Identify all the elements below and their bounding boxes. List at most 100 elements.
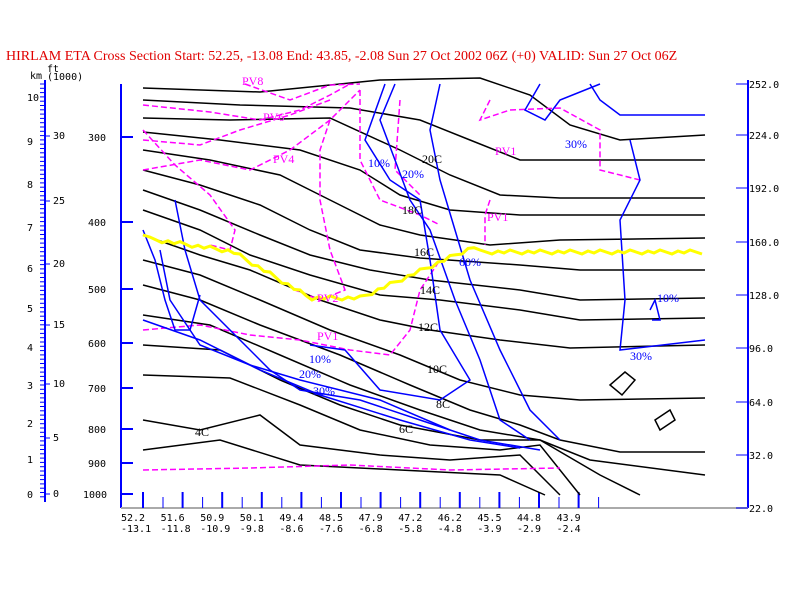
labels: 20C 18C 16C 14C 12C 10C 8C 6C 4C PV8 PV6 PV4 PV1 PV1 P… <box>195 74 679 439</box>
isotherm-label: 16C <box>414 245 434 259</box>
rh-line <box>429 83 561 441</box>
pressure-tick-label: 900 <box>88 459 106 470</box>
pv-label: PV8 <box>242 74 263 88</box>
right-tick-label: 32.0 <box>749 451 773 462</box>
rh-label: 10% <box>309 352 331 366</box>
rh-label: 30% <box>630 349 652 363</box>
lon-tick-label: -8.6 <box>279 524 303 535</box>
km-tick-label: 1 <box>27 455 33 466</box>
lat-tick-label: 49.4 <box>279 513 303 524</box>
pv-label: PV2 <box>317 291 338 305</box>
ft-tick-label: 10 <box>53 379 65 390</box>
ft-tick-label: 30 <box>53 131 65 142</box>
right-tick-label: 160.0 <box>749 238 779 249</box>
pv-dashed-line <box>142 89 361 171</box>
lon-tick-label: -2.4 <box>557 524 581 535</box>
pv-dashed-line <box>394 99 421 196</box>
ft-tick-label: 15 <box>53 320 65 331</box>
isotherm-line <box>142 259 706 401</box>
isotherm-line <box>142 77 706 141</box>
pv-label: PV1 <box>487 210 508 224</box>
lat-tick-label: 44.8 <box>517 513 541 524</box>
isotherm-label: 4C <box>195 425 209 439</box>
pv-dashed-line <box>142 259 441 356</box>
pv-dashed-line <box>142 464 561 471</box>
pv-label: PV4 <box>273 152 294 166</box>
ft-tick-label: 0 <box>53 489 59 500</box>
pv-label: PV6 <box>263 110 284 124</box>
lat-tick-label: 52.2 <box>121 513 145 524</box>
rh-label: 20% <box>402 167 424 181</box>
km-tick-label: 4 <box>27 343 33 354</box>
right-tick-label: 128.0 <box>749 291 779 302</box>
lat-tick-label: 50.1 <box>240 513 264 524</box>
rh-label: 30% <box>565 137 587 151</box>
km-tick-label: 5 <box>27 304 33 315</box>
rh-line <box>309 83 472 401</box>
lon-tick-label: -5.8 <box>398 524 422 535</box>
contours <box>142 77 706 496</box>
isotherm-line <box>142 374 581 496</box>
rh-line <box>589 83 705 116</box>
km-tick-label: 2 <box>27 419 33 430</box>
lat-tick-label: 48.5 <box>319 513 343 524</box>
lon-tick-label: -9.8 <box>240 524 264 535</box>
right-tick-label: 192.0 <box>749 184 779 195</box>
pv-dashed-line <box>478 99 641 181</box>
ft-axis-sublabel: (1000) <box>47 72 83 83</box>
pv-label: PV1 <box>317 329 338 343</box>
isotherm-line <box>142 234 706 349</box>
isotherm-line <box>142 117 705 199</box>
pressure-tick-label: 600 <box>88 339 106 350</box>
rh-label: 30% <box>313 384 335 398</box>
isotherm-line <box>142 344 641 496</box>
chart-title: HIRLAM ETA Cross Section Start: 52.25, -… <box>6 49 678 64</box>
pv-dashed-line <box>359 90 441 226</box>
pv-label: PV1 <box>495 144 516 158</box>
km-axis-label: km <box>30 71 42 82</box>
isotherm-line <box>142 439 546 496</box>
yellow-level-line <box>142 233 703 302</box>
isotherm-label: 6C <box>399 422 413 436</box>
isotherm-label: 14C <box>420 283 440 297</box>
lon-tick-label: -3.9 <box>477 524 501 535</box>
lon-tick-label: -6.8 <box>359 524 383 535</box>
isotherm-label: 12C <box>418 320 438 334</box>
ft-tick-label: 20 <box>53 259 65 270</box>
rh-label: 20% <box>299 367 321 381</box>
pv-dashed-line <box>484 199 491 245</box>
rh-line <box>379 83 531 441</box>
isotherm-closed-contour <box>608 371 637 397</box>
km-tick-label: 8 <box>27 180 33 191</box>
lon-tick-label: -11.8 <box>161 524 191 535</box>
isotherm-line <box>142 169 705 271</box>
rh-line <box>523 83 601 121</box>
km-tick-label: 10 <box>27 93 39 104</box>
pv-dashed-line <box>142 99 331 146</box>
lat-tick-label: 46.2 <box>438 513 462 524</box>
isotherm-closed-contour <box>654 408 676 432</box>
right-tick-label: 64.0 <box>749 398 773 409</box>
pv-dashed-line <box>294 119 346 301</box>
rh-label: 60% <box>459 255 481 269</box>
lon-tick-label: -2.9 <box>517 524 541 535</box>
isotherm-line <box>142 189 706 301</box>
lat-tick-label: 45.5 <box>477 513 501 524</box>
isotherm-line <box>142 149 706 246</box>
isotherm-label: 20C <box>422 152 442 166</box>
km-tick-label: 9 <box>27 137 33 148</box>
rh-label: 10% <box>657 291 679 305</box>
pressure-tick-label: 700 <box>88 384 106 395</box>
isotherm-line <box>142 131 705 216</box>
pv-dashed-line <box>244 83 361 101</box>
isotherm-label: 18C <box>402 203 422 217</box>
right-tick-label: 224.0 <box>749 131 779 142</box>
rh-line <box>142 229 201 331</box>
rh-line <box>142 319 521 449</box>
km-tick-label: 3 <box>27 381 33 392</box>
right-tick-label: 22.0 <box>749 504 773 515</box>
lat-tick-label: 43.9 <box>557 513 581 524</box>
pressure-tick-label: 800 <box>88 425 106 436</box>
right-tick-label: 96.0 <box>749 344 773 355</box>
ft-tick-label: 5 <box>53 433 59 444</box>
